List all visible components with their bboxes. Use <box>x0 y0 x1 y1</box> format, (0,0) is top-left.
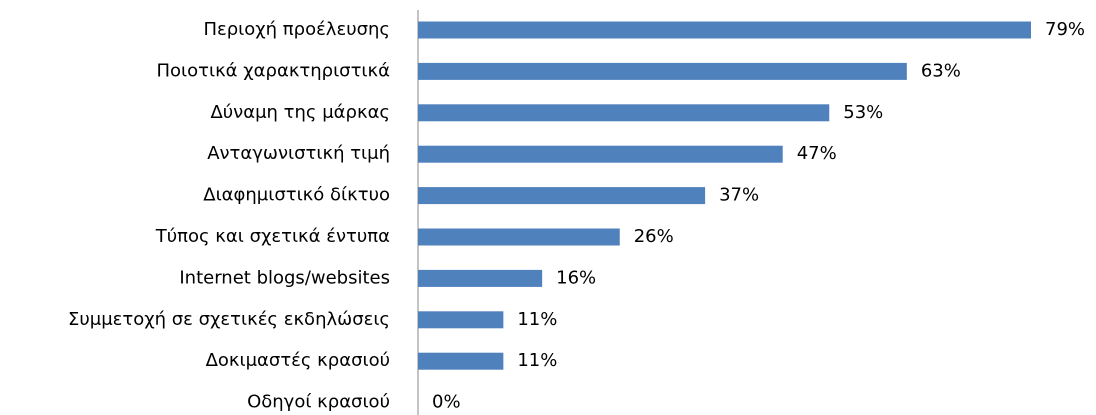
category-label: Ποιοτικά χαρακτηριστικά <box>156 60 390 81</box>
category-label: Internet blogs/websites <box>179 267 390 288</box>
bar <box>418 145 783 163</box>
value-label: 47% <box>797 143 837 164</box>
bar <box>418 21 1031 39</box>
bar <box>418 311 504 329</box>
category-label: Οδηγοί κρασιού <box>247 392 390 413</box>
value-label: 11% <box>517 309 557 330</box>
category-label: Συμμετοχή σε σχετικές εκδηλώσεις <box>68 309 390 330</box>
value-label: 63% <box>921 60 961 81</box>
value-label: 53% <box>843 102 883 123</box>
category-label: Τύπος και σχετικά έντυπα <box>155 226 390 247</box>
bar <box>418 187 706 205</box>
bar <box>418 352 504 370</box>
bar <box>418 228 620 246</box>
value-label: 16% <box>556 267 596 288</box>
value-label: 26% <box>634 226 674 247</box>
bar <box>418 104 830 122</box>
category-label: Διαφημιστικό δίκτυο <box>203 185 390 206</box>
category-label: Περιοχή προέλευσης <box>203 19 390 40</box>
value-label: 79% <box>1045 19 1085 40</box>
bar <box>418 269 543 287</box>
category-label: Δύναμη της μάρκας <box>210 102 390 123</box>
value-label: 37% <box>719 185 759 206</box>
value-label: 11% <box>517 350 557 371</box>
value-label: 0% <box>432 392 461 413</box>
category-label: Δοκιμαστές κρασιού <box>206 350 390 371</box>
bar <box>418 62 907 80</box>
category-label: Ανταγωνιστική τιμή <box>207 143 390 164</box>
